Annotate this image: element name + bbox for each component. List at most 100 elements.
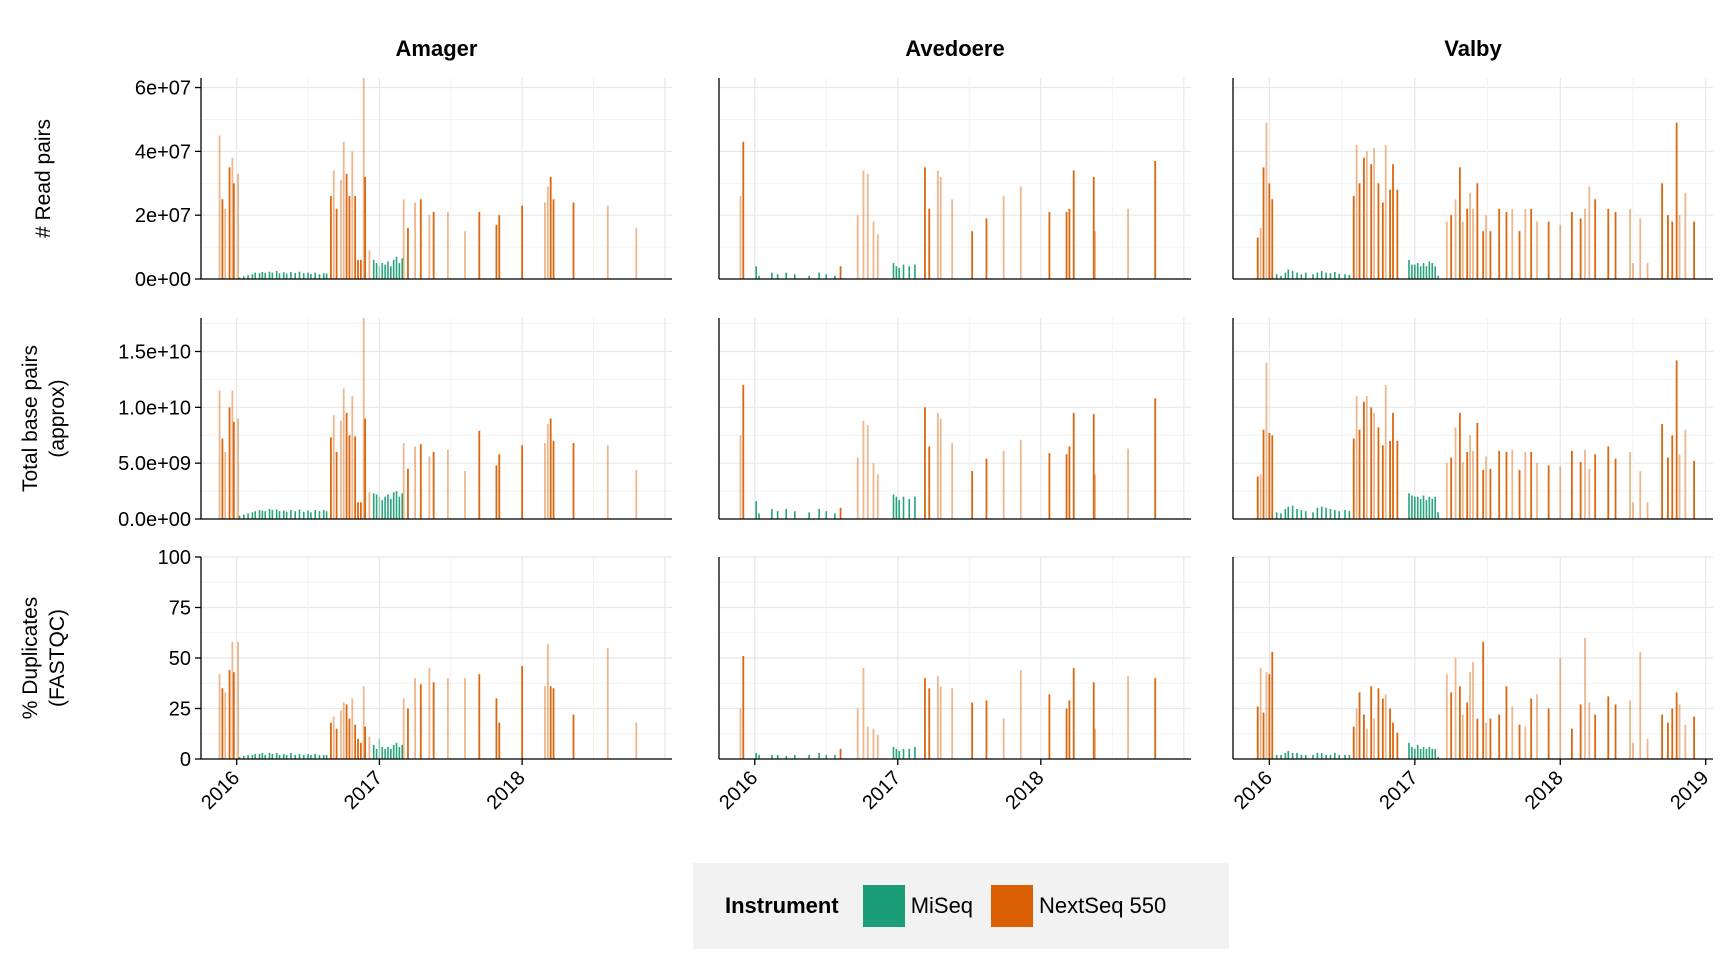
bar-miseq bbox=[1312, 512, 1314, 519]
bar-miseq bbox=[392, 259, 395, 279]
bar-nextseq bbox=[464, 678, 466, 759]
x-tick-label: 2016 bbox=[197, 767, 244, 814]
bar-nextseq bbox=[1389, 708, 1391, 759]
bar-nextseq bbox=[1646, 502, 1649, 519]
bar-miseq bbox=[1304, 511, 1307, 519]
bar-nextseq bbox=[924, 167, 926, 279]
bar-miseq bbox=[1338, 754, 1340, 759]
bar-miseq bbox=[290, 271, 292, 279]
y-axis-label: (approx) bbox=[46, 379, 69, 457]
bar-nextseq bbox=[1389, 440, 1391, 519]
bar-nextseq bbox=[1594, 454, 1597, 519]
bar-nextseq bbox=[228, 407, 231, 519]
bar-miseq bbox=[1416, 496, 1419, 519]
bar-nextseq bbox=[1559, 658, 1562, 759]
bar-nextseq bbox=[1262, 167, 1265, 279]
bar-nextseq bbox=[1632, 263, 1634, 279]
bar-nextseq bbox=[872, 728, 875, 759]
bar-miseq bbox=[1325, 272, 1327, 279]
bar-nextseq bbox=[342, 702, 345, 759]
bar-miseq bbox=[1296, 752, 1298, 759]
y-axis-label: (FASTQC) bbox=[46, 609, 69, 707]
bar-miseq bbox=[1312, 274, 1314, 279]
bar-nextseq bbox=[362, 318, 365, 519]
bar-miseq bbox=[1411, 746, 1413, 759]
y-tick-label: 6e+07 bbox=[135, 78, 191, 100]
bar-miseq bbox=[1344, 510, 1346, 519]
bar-miseq bbox=[1416, 744, 1419, 759]
bar-nextseq bbox=[1675, 692, 1678, 759]
bar-nextseq bbox=[1355, 396, 1358, 519]
bar-miseq bbox=[1434, 266, 1436, 279]
bar-nextseq bbox=[866, 726, 869, 759]
bar-miseq bbox=[251, 754, 254, 759]
bar-nextseq bbox=[1373, 412, 1375, 519]
bar-nextseq bbox=[368, 492, 371, 519]
legend-swatch-miseq bbox=[862, 885, 905, 927]
bar-nextseq bbox=[1469, 192, 1471, 279]
bar-nextseq bbox=[635, 469, 638, 519]
bar-nextseq bbox=[1265, 122, 1268, 280]
x-tick-label: 2019 bbox=[1666, 767, 1713, 814]
bar-nextseq bbox=[1547, 221, 1550, 279]
bar-miseq bbox=[914, 264, 916, 279]
bar-nextseq bbox=[1370, 686, 1373, 759]
bar-nextseq bbox=[1271, 435, 1274, 519]
bar-nextseq bbox=[1065, 212, 1068, 279]
bar-nextseq bbox=[232, 421, 235, 519]
bar-miseq bbox=[378, 266, 381, 279]
bar-miseq bbox=[318, 754, 321, 759]
bar-nextseq bbox=[1536, 694, 1538, 759]
bar-nextseq bbox=[1450, 692, 1453, 759]
bar-miseq bbox=[1329, 508, 1332, 519]
bar-nextseq bbox=[354, 436, 357, 519]
bar-nextseq bbox=[1384, 694, 1387, 759]
bar-miseq bbox=[1414, 496, 1416, 519]
bar-nextseq bbox=[939, 418, 942, 519]
bar-miseq bbox=[834, 275, 836, 279]
bar-miseq bbox=[771, 508, 773, 519]
bar-nextseq bbox=[1127, 208, 1129, 279]
bar-miseq bbox=[247, 754, 249, 759]
bar-miseq bbox=[895, 748, 898, 759]
bar-nextseq bbox=[478, 674, 481, 759]
bar-miseq bbox=[278, 511, 281, 519]
bar-nextseq bbox=[232, 183, 235, 279]
bar-nextseq bbox=[218, 674, 221, 759]
bar-miseq bbox=[264, 272, 267, 279]
bar-nextseq bbox=[1373, 148, 1375, 279]
legend-swatch-nextseq bbox=[991, 885, 1034, 927]
bar-miseq bbox=[398, 746, 401, 759]
bar-nextseq bbox=[414, 678, 416, 759]
bar-miseq bbox=[1304, 272, 1307, 279]
bar-miseq bbox=[1344, 754, 1346, 759]
bar-nextseq bbox=[739, 196, 742, 279]
bar-nextseq bbox=[971, 231, 974, 279]
bar-miseq bbox=[271, 272, 274, 279]
bar-miseq bbox=[785, 755, 788, 759]
bar-nextseq bbox=[495, 224, 498, 279]
faceted-bar-chart: Amager Avedoere Valby # Read pairs 0e+00 2e+0… bbox=[19, 36, 1713, 814]
bar-nextseq bbox=[1547, 708, 1550, 759]
bar-miseq bbox=[375, 494, 378, 519]
bar-miseq bbox=[898, 750, 901, 759]
bar-nextseq bbox=[354, 196, 357, 279]
bar-nextseq bbox=[549, 418, 552, 519]
bar-miseq bbox=[808, 275, 810, 279]
legend-title: Instrument bbox=[725, 893, 839, 918]
bar-miseq bbox=[372, 493, 375, 519]
bar-miseq bbox=[247, 513, 249, 519]
bar-miseq bbox=[892, 746, 895, 759]
bar-nextseq bbox=[635, 722, 638, 759]
bar-nextseq bbox=[1265, 672, 1268, 759]
bar-nextseq bbox=[357, 259, 359, 279]
bar-nextseq bbox=[985, 700, 988, 759]
bar-nextseq bbox=[1594, 714, 1597, 759]
bar-miseq bbox=[318, 511, 321, 519]
bar-miseq bbox=[401, 744, 404, 759]
bar-miseq bbox=[1431, 748, 1434, 759]
bar-miseq bbox=[264, 754, 267, 759]
bar-nextseq bbox=[1505, 452, 1508, 519]
bar-nextseq bbox=[1498, 450, 1501, 519]
x-tick-label: 2018 bbox=[1521, 767, 1568, 814]
